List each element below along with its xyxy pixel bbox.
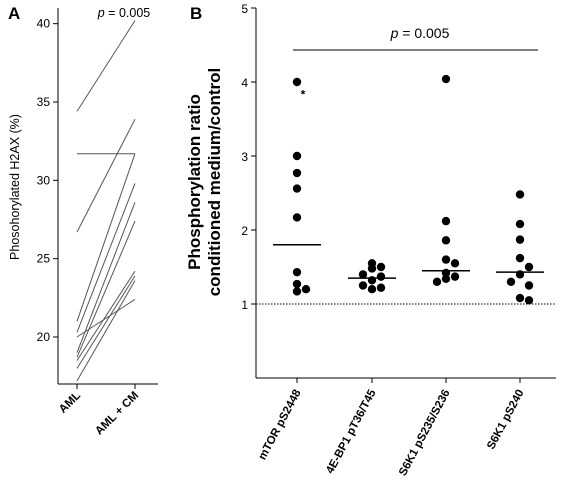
panel-b-data-point <box>292 151 302 161</box>
panel-a-pair-line <box>76 153 136 322</box>
panel-b-data-point <box>515 293 525 303</box>
panel-b-data-point <box>292 184 302 193</box>
panel-a-y-tick-label: 25 <box>37 252 51 266</box>
panel-b-x-tick-label: 4E-BP1 pT36/T45 <box>324 387 379 476</box>
panel-b-y-axis-label-line1: Phosphorylation ratio <box>185 94 204 270</box>
panel-b-data-point <box>376 272 386 281</box>
panel-b-y-tick-label: 5 <box>241 2 248 16</box>
panel-b-y-tick-label: 1 <box>241 298 248 312</box>
panel-b-data-point <box>450 259 460 268</box>
panel-b-asterisk: * <box>301 87 306 101</box>
panel-b-data-point <box>515 219 525 229</box>
panel-a-y-axis-label: Phosohorylated H2AX (%) <box>8 114 22 260</box>
panel-b-y-tick-label: 4 <box>241 76 248 90</box>
panel-a-pair-line <box>76 275 136 369</box>
panel-a: A 20 25 30 35 40 AML AML + CM p = 0.005 Phosoh… <box>8 4 158 438</box>
panel-b-data-point <box>358 270 368 279</box>
panel-b-data-point <box>292 267 302 277</box>
panel-a-pair-line <box>76 280 136 382</box>
panel-a-p-value: p = 0.005 <box>97 6 151 20</box>
panel-b-data-point <box>301 285 311 294</box>
panel-b-data-point <box>441 74 451 84</box>
panel-b-data-point <box>292 77 302 87</box>
panel-a-pair-line <box>76 119 136 233</box>
panel-b-label: B <box>190 4 202 23</box>
panel-b-data-point <box>441 216 451 226</box>
panel-b-data-point <box>292 287 302 296</box>
panel-b-data-point <box>367 285 377 294</box>
panel-b-p-value: p = 0.005 <box>390 25 450 41</box>
panel-b-x-tick-label: S6K1 pS240 <box>485 388 527 452</box>
panel-b-x-tick-label: S6K1 pS235/S236 <box>397 388 453 478</box>
panel-a-pair-line <box>76 20 136 112</box>
panel-b-data-point <box>376 262 386 272</box>
panel-a-label: A <box>8 4 20 23</box>
panel-b-data-point <box>292 279 302 289</box>
panel-b-data-point <box>524 262 534 272</box>
panel-b-data-point <box>524 296 534 305</box>
panel-b-x-tick-label: mTOR pS2448 <box>257 387 304 462</box>
panel-a-y-tick-label: 30 <box>37 173 51 187</box>
panel-a-pair-line <box>76 270 136 361</box>
panel-b-data-point <box>376 283 386 292</box>
panel-a-y-tick-label: 40 <box>37 17 51 31</box>
panel-a-x-tick-label: AML + CM <box>93 390 141 438</box>
panel-b-data-point <box>441 255 451 264</box>
panel-b-data-point <box>292 213 302 222</box>
panel-b-data-point <box>515 190 525 199</box>
panel-a-pair-line <box>76 298 136 338</box>
panel-b-data-point <box>450 272 460 281</box>
panel-a-pair-line <box>76 183 136 333</box>
panel-b-y-tick-label: 3 <box>241 150 248 164</box>
panel-a-pair-line <box>76 220 136 358</box>
panel-b: B 1 2 3 4 5 mTOR pS2448 4E-BP1 pT36/T45 S6K1 pS… <box>185 2 556 478</box>
panel-b-data-point <box>432 277 442 286</box>
panel-b-data-point <box>367 264 377 273</box>
panel-b-data-point <box>358 281 368 290</box>
panel-a-x-tick-label: AML <box>57 390 83 416</box>
panel-b-data-point <box>524 281 534 290</box>
panel-b-data-point <box>515 235 525 244</box>
panel-b-y-axis-label-line2: conditioned medium/control <box>205 68 224 297</box>
panel-b-data-point <box>441 236 451 245</box>
panel-b-data-point <box>506 277 516 286</box>
panel-a-pair-line <box>76 202 136 353</box>
panel-b-y-tick-label: 2 <box>241 224 248 238</box>
panel-b-data-point <box>292 168 302 178</box>
panel-a-y-tick-label: 35 <box>37 95 51 109</box>
panel-b-data-point <box>441 274 451 284</box>
panel-b-data-point <box>515 253 525 263</box>
panel-a-y-tick-label: 20 <box>37 330 51 344</box>
